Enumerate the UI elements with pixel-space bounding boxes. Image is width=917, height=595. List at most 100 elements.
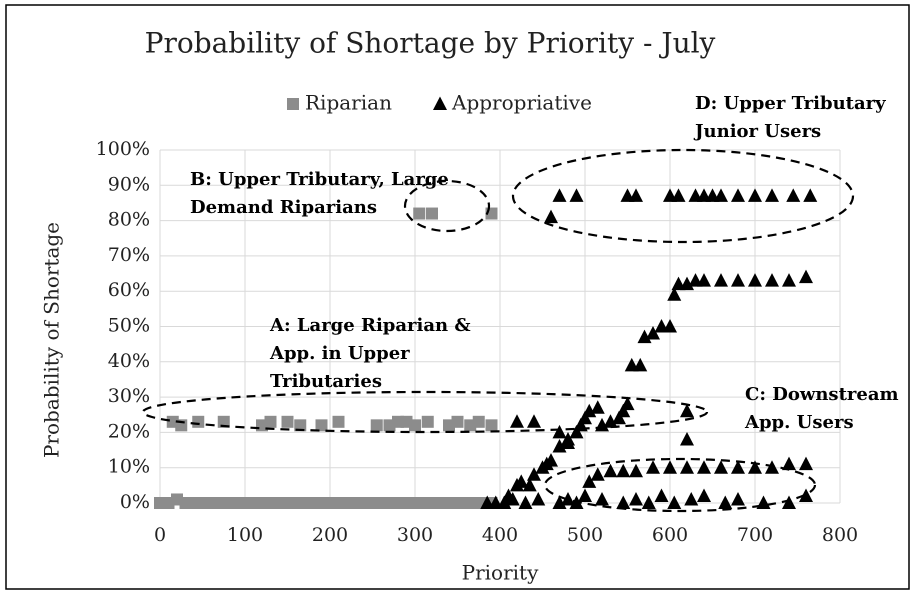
marker-triangle [603,463,618,478]
marker-triangle [497,495,512,509]
y-tick-label: 40% [108,350,150,372]
y-tick-label: 30% [108,385,150,407]
y-tick-label: 90% [108,173,150,195]
marker-triangle [518,495,533,509]
ellipses [141,148,855,513]
marker-triangle [731,491,745,506]
marker-triangle [697,273,711,287]
ellipse-c [543,457,817,513]
marker-triangle [616,403,631,418]
marker-triangle [569,424,584,439]
chart-title: Probability of Shortage by Priority - Ju… [145,27,716,60]
annotation: Junior Users [693,121,821,142]
marker-triangle [552,439,567,453]
marker-triangle [561,491,575,506]
marker-triangle [544,209,558,224]
marker-triangle [552,188,567,202]
marker-triangle [731,460,745,474]
marker-triangle [578,488,592,502]
marker-triangle [620,396,635,411]
marker-triangle [582,474,597,488]
marker-square [409,419,421,432]
ellipse-d [511,148,855,244]
y-tick-label: 10% [108,456,150,478]
x-tick-label: 400 [482,524,518,546]
x-tick-label: 100 [227,524,263,546]
marker-square [426,207,438,220]
marker-triangle [782,495,796,509]
x-tick-label: 800 [822,524,858,546]
x-tick-label: 600 [652,524,688,546]
legend-label: Riparian [305,91,392,115]
x-tick-label: 700 [737,524,773,546]
marker-triangle [514,474,529,488]
annotations: B: Upper Tributary, Large Demand Riparian… [190,93,899,433]
marker-triangle [590,467,605,481]
marker-triangle [552,424,567,439]
marker-triangle [667,287,682,301]
marker-triangle [748,460,762,474]
annotation: Demand Riparians [190,197,377,218]
marker-triangle [595,491,609,506]
marker-square [281,415,294,428]
marker-triangle [616,495,631,509]
y-tick-label: 70% [108,244,150,266]
marker-triangle [786,188,801,202]
marker-triangle [544,453,558,467]
y-tick-label: 50% [108,315,150,337]
marker-triangle [501,488,516,502]
marker-triangle [629,188,643,202]
chart-border [5,4,910,590]
marker-triangle [612,410,626,425]
marker-triangle [629,491,643,506]
x-tick-label: 500 [567,524,603,546]
marker-triangle [697,488,711,502]
marker-triangle [629,463,643,478]
marker-triangle [782,273,796,287]
marker-triangle [731,188,745,202]
marker-square [413,207,426,220]
marker-triangle [578,410,592,425]
marker-square [451,415,464,428]
marker-square [485,419,498,432]
marker-triangle [641,495,656,509]
annotation: D: Upper Tributary [695,93,886,114]
x-tick-label: 300 [397,524,433,546]
marker-triangle [714,273,728,287]
marker-triangle [748,188,762,202]
y-tick-label: 0% [120,491,150,513]
y-tick-label: 100% [96,138,150,160]
marker-triangle [765,188,779,202]
annotation: C: Downstream [745,384,899,405]
legend-label: Appropriative [451,91,592,115]
marker-square [264,415,277,428]
marker-triangle [531,491,546,506]
marker-triangle [633,357,648,372]
marker-triangle [522,477,537,492]
marker-triangle [697,460,711,474]
annotation: App. Users [744,412,854,433]
marker-triangle [765,273,779,287]
marker-square [370,419,383,432]
marker-triangle [663,460,677,474]
marker-triangle [803,188,818,202]
marker-triangle [714,460,728,474]
marker-triangle [646,326,660,340]
marker-triangle [527,414,541,428]
x-tick-label: 0 [154,524,166,546]
y-tick-label: 20% [108,420,150,442]
marker-triangle [510,414,524,428]
marker-square [315,419,328,432]
marker-triangle [433,96,447,110]
x-tick-label: 200 [312,524,348,546]
marker-triangle [680,276,694,291]
marker-triangle [667,495,682,509]
marker-triangle [718,495,733,509]
marker-triangle [680,460,694,474]
marker-triangle [552,495,567,509]
marker-triangle [616,463,631,478]
marker-triangle [799,269,813,284]
marker-square [421,415,434,428]
marker-triangle [799,488,813,502]
marker-triangle [671,188,686,202]
